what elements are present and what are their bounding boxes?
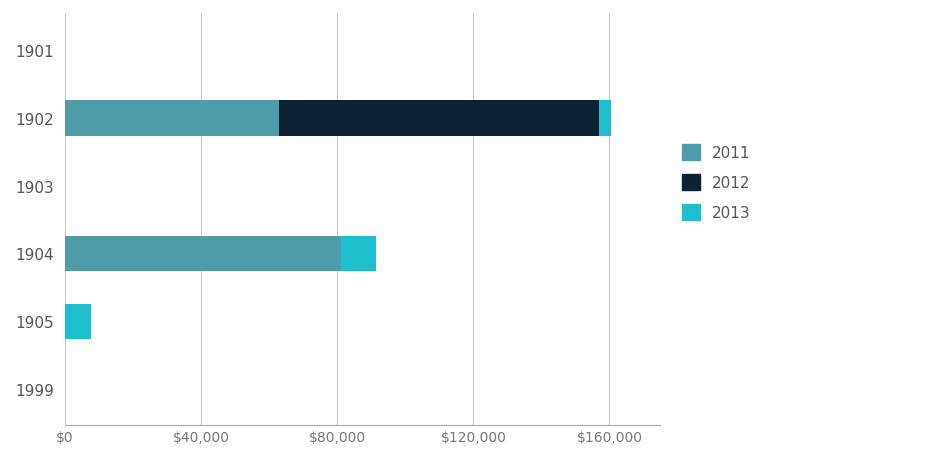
Bar: [340, 236, 376, 271]
Bar: [65, 304, 91, 339]
Legend: 2011, 2012, 2013: 2011, 2012, 2013: [673, 137, 758, 228]
Bar: [279, 101, 598, 136]
Bar: [65, 101, 279, 136]
Bar: [598, 101, 611, 136]
Bar: [65, 236, 340, 271]
